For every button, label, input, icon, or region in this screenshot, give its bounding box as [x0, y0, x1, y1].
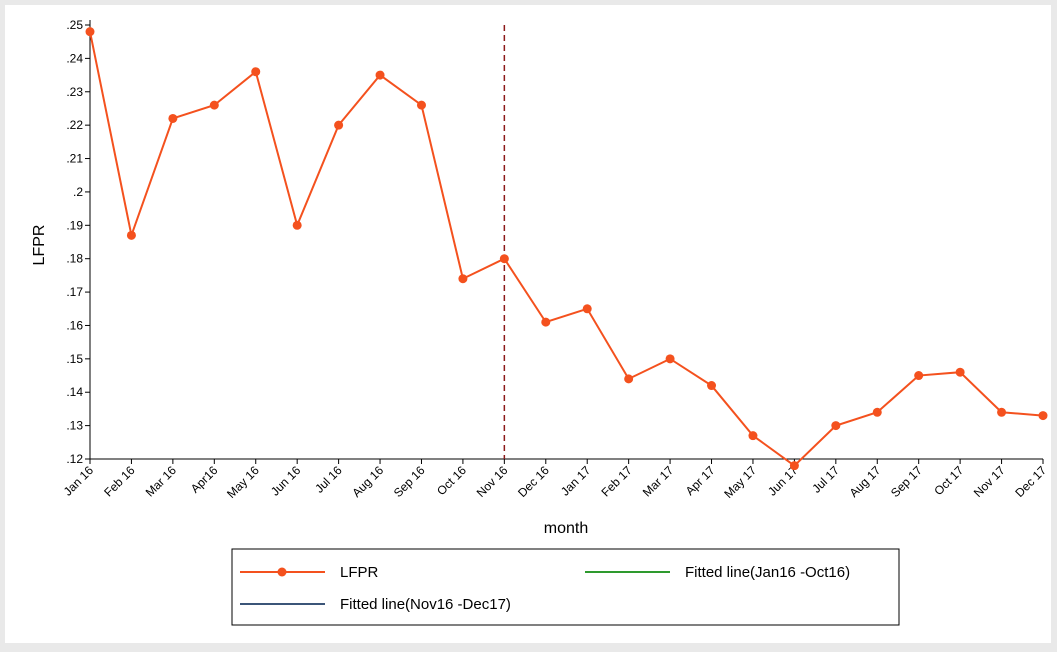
point	[748, 431, 758, 441]
y-tick-label: .13	[66, 419, 83, 433]
point	[85, 27, 95, 37]
y-tick-label: .24	[66, 51, 83, 65]
point	[831, 421, 841, 431]
point	[997, 407, 1007, 417]
point	[251, 67, 261, 77]
point	[458, 274, 468, 284]
series-line	[89, 31, 1044, 467]
point	[665, 354, 675, 364]
y-tick-label: .12	[66, 452, 83, 466]
y-tick-label: .14	[66, 385, 83, 399]
point	[707, 381, 717, 391]
y-tick-label: .22	[66, 118, 83, 132]
point	[416, 100, 426, 110]
point	[375, 70, 385, 80]
point	[334, 120, 344, 130]
point	[292, 220, 302, 230]
point	[168, 113, 178, 123]
y-tick-label: .16	[66, 318, 83, 332]
y-tick-label: .19	[66, 218, 83, 232]
point	[624, 374, 634, 384]
y-axis-title: LFPR	[31, 225, 48, 266]
x-axis-title: month	[544, 520, 588, 537]
point	[955, 367, 965, 377]
point	[209, 100, 219, 110]
y-tick-label: .23	[66, 85, 83, 99]
point	[789, 461, 799, 471]
point	[541, 317, 551, 327]
y-tick-label: .17	[66, 285, 83, 299]
point	[914, 371, 924, 381]
y-tick-label: .15	[66, 352, 83, 366]
legend-box	[231, 548, 900, 626]
point	[126, 230, 136, 240]
legend-marker	[277, 567, 287, 577]
plot-background	[5, 5, 1051, 643]
legend-label: Fitted line(Jan16 -Oct16)	[685, 564, 850, 581]
point	[499, 254, 509, 264]
point	[872, 407, 882, 417]
y-tick-label: .2	[73, 185, 83, 199]
legend-label: LFPR	[340, 564, 379, 581]
legend-label: Fitted line(Nov16 -Dec17)	[340, 596, 511, 613]
y-tick-label: .21	[66, 152, 83, 166]
y-tick-label: .25	[66, 18, 83, 32]
point	[582, 304, 592, 314]
point	[1038, 411, 1048, 421]
y-tick-label: .18	[66, 252, 83, 266]
